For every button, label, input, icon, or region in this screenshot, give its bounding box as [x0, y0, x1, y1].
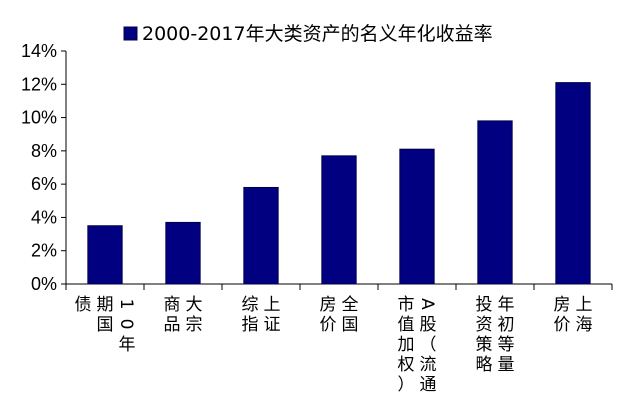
category-label-char: 市 [398, 295, 415, 315]
category-label-char: 国 [342, 315, 359, 335]
y-tick-label: 4% [31, 207, 57, 227]
bar [243, 186, 279, 285]
category-label-char: 初 [498, 315, 515, 335]
x-axis [65, 283, 613, 290]
category-label-char: 通 [420, 375, 437, 395]
category-label-char: 期 [97, 295, 114, 315]
y-tick-label: 12% [21, 74, 57, 94]
category-label-char: ） [398, 375, 415, 395]
category-label-char: 年 [498, 295, 515, 315]
legend-label: 2000-2017年大类资产的名义年化收益率 [142, 23, 493, 45]
category-label-char: 房 [320, 295, 337, 315]
category-label-char: 加 [398, 335, 415, 355]
category-label-char: 商 [164, 295, 181, 315]
y-tick-label: 2% [31, 241, 57, 261]
category-label-char: 0 [116, 319, 136, 330]
y-tick-label: 6% [31, 174, 57, 194]
y-axis: 0% 2% 4% 6% 8% 10% 12% 14% [21, 41, 67, 294]
category-label-char: 全 [342, 295, 359, 315]
category-label-char: 综 [242, 295, 259, 315]
category-label-char: 流 [420, 355, 437, 375]
category-label-char: 股 [420, 315, 437, 335]
category-label-char: 权 [398, 355, 415, 375]
category-label-char: 1 [116, 299, 136, 310]
category-label-char: 年 [119, 335, 136, 355]
category-label-char: 上 [576, 295, 593, 315]
category-label-char: 价 [320, 315, 337, 335]
category-label-char: 债 [75, 295, 92, 315]
category-label-char: 大 [186, 295, 203, 315]
category-label-char: 策 [476, 335, 493, 355]
category-label-char: 投 [476, 295, 493, 315]
category-label-char: （ [420, 335, 437, 355]
bar [87, 225, 123, 285]
category-label-char: 证 [264, 315, 281, 335]
category-label-char: 值 [398, 315, 415, 335]
category-label-char: 价 [554, 315, 571, 335]
y-tick-label: 0% [31, 274, 57, 294]
bar [555, 82, 591, 285]
bar [477, 120, 513, 285]
category-label-char: 资 [476, 315, 493, 335]
category-label-char: 房 [554, 295, 571, 315]
y-tick-label: 8% [31, 141, 57, 161]
category-label-char: 略 [476, 355, 493, 375]
category-label-char: 上 [264, 295, 281, 315]
category-label-char: 国 [97, 315, 114, 335]
legend-swatch [123, 26, 138, 41]
y-tick-label: 14% [21, 41, 57, 61]
bar [165, 221, 201, 285]
category-label-char: 宗 [186, 315, 203, 335]
legend: 2000-2017年大类资产的名义年化收益率 [123, 23, 493, 45]
category-label-char: 量 [498, 355, 515, 375]
category-label-char: 等 [498, 335, 515, 355]
bars [87, 82, 591, 285]
category-label-char: 品 [164, 315, 181, 335]
bar [399, 148, 435, 285]
y-tick-label: 10% [21, 108, 57, 128]
category-label-char: 指 [242, 315, 259, 335]
category-label-char: 海 [576, 315, 593, 335]
bar [321, 155, 357, 285]
category-label-char: A [417, 298, 437, 310]
